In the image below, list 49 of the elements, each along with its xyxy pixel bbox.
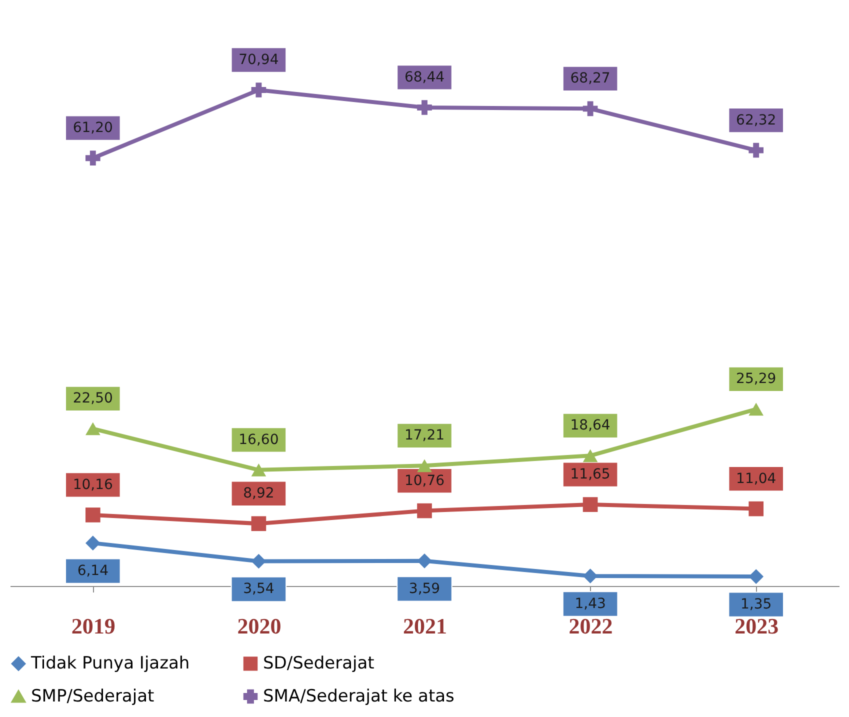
point <box>85 422 100 436</box>
point <box>251 82 266 98</box>
data-label: 3,59 <box>408 580 440 597</box>
legend-label: SMP/Sederajat <box>31 686 154 706</box>
data-label: 10,76 <box>404 472 445 489</box>
point <box>748 569 764 584</box>
point <box>748 402 764 416</box>
point <box>582 568 598 584</box>
data-label: 61,20 <box>72 120 113 136</box>
point <box>582 101 598 116</box>
data-label: 68,44 <box>404 69 445 86</box>
data-label: 70,94 <box>238 52 279 68</box>
data-label: 1,43 <box>574 596 606 612</box>
x-tick-label: 2023 <box>734 614 779 638</box>
data-label: 8,92 <box>243 486 274 502</box>
data-label: 16,60 <box>238 432 279 448</box>
legend-label: Tidak Punya Ijazah <box>30 654 190 674</box>
point <box>85 536 100 550</box>
x-tick-label: 2022 <box>568 614 613 638</box>
data-label: 1,35 <box>740 596 772 613</box>
point <box>748 501 764 516</box>
data-label: 68,27 <box>570 70 610 87</box>
data-label: 6,14 <box>77 563 109 580</box>
data-label: 17,21 <box>404 428 445 444</box>
point <box>251 554 266 569</box>
x-tick-label: 2019 <box>71 614 116 638</box>
point <box>417 459 432 472</box>
point <box>582 497 598 512</box>
point <box>417 553 432 568</box>
point <box>85 508 100 522</box>
data-label: 11,04 <box>736 470 776 487</box>
point <box>417 503 432 518</box>
point <box>85 150 100 166</box>
data-label: 62,32 <box>736 112 776 128</box>
x-tick-label: 2020 <box>237 614 282 638</box>
data-label: 3,54 <box>243 581 274 598</box>
data-label: 10,16 <box>72 476 114 493</box>
data-label: 25,29 <box>736 371 776 388</box>
point <box>582 449 598 462</box>
legend-label: SD/Sederajat <box>263 654 375 674</box>
data-label: 22,50 <box>72 390 113 407</box>
point <box>251 516 266 532</box>
data-label: 11,65 <box>570 466 610 483</box>
data-label: 18,64 <box>570 418 610 434</box>
point <box>748 142 764 158</box>
point <box>417 100 432 115</box>
legend-label: SMA/Sederajat ke atas <box>263 686 455 706</box>
point <box>251 464 266 476</box>
x-tick-label: 2021 <box>403 614 447 638</box>
